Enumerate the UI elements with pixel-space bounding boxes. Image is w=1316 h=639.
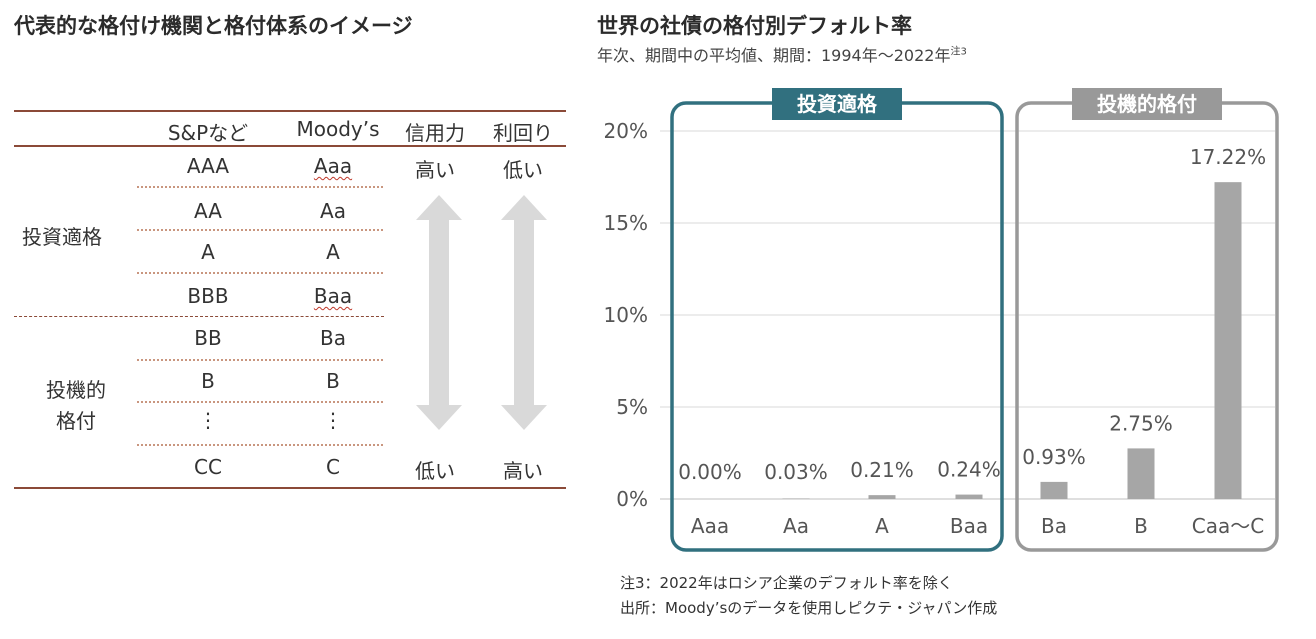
data-label: 17.22% [1190,145,1266,169]
moodys-rating: Baa [313,284,353,308]
double-arrows [416,195,547,430]
header-sp: S&Pなど [167,121,249,145]
group-speculative-label-2: 格付 [56,409,96,433]
header-yield: 利回り [493,121,553,145]
x-tick-label: Aa [783,514,809,538]
row-separator [137,444,383,446]
sp-rating: B [201,369,215,393]
bar [782,498,810,499]
bar [1040,481,1068,499]
row-separator [137,186,383,188]
header-moodys: Moody’s [296,117,380,141]
data-label: 2.75% [1109,411,1173,435]
sp-rating: A [201,240,215,264]
group-tag [772,88,902,120]
table-header-rule [14,145,566,147]
bar [955,494,983,499]
moodys-rating: C [326,455,340,479]
x-tick-label: Ba [1041,514,1067,538]
y-tick-label: 5% [616,395,648,419]
y-tick-label: 0% [616,487,648,511]
bar [1214,182,1242,499]
credit-double-arrow [416,195,462,430]
y-tick-label: 20% [604,119,648,143]
x-tick-label: Caa～C [1192,514,1264,538]
group-investment-label: 投資適格 [22,225,102,249]
row-separator [137,401,383,403]
sp-rating: AAA [186,154,230,178]
row-separator [137,272,383,274]
footnote-source: 出所：Moody’sのデータを使用しピクテ・ジャパン作成 [620,599,998,617]
moodys-rating-ellipsis: ⋮ [323,408,343,432]
moodys-rating: Aaa [313,154,353,178]
credit-low-label: 低い [415,459,455,483]
header-credit: 信用力 [405,121,465,145]
yield-high-label: 高い [503,459,543,483]
sp-rating: BBB [187,284,229,308]
moodys-rating: B [326,369,340,393]
row-separator [137,229,383,231]
yield-double-arrow [501,195,547,430]
group-separator [14,316,384,317]
bar [868,495,896,499]
credit-high-label: 高い [415,158,455,182]
table-top-rule [14,110,566,112]
data-label: 0.24% [937,458,1001,482]
row-separator [137,359,383,361]
group-tag [1072,88,1222,120]
chart-subtitle: 年次、期間中の平均値、期間：1994年～2022年注3 [597,46,967,65]
sp-rating-ellipsis: ⋮ [198,408,218,432]
sp-rating: BB [194,326,222,350]
bar [1127,448,1155,499]
table-bottom-rule [14,487,566,489]
left-title: 代表的な格付け機関と格付体系のイメージ [14,14,413,38]
group-label: 投資適格 [797,92,878,116]
data-label: 0.93% [1022,445,1086,469]
x-tick-label: Baa [950,514,988,538]
bar-chart: 0% 5% 10% 15% 20% 0.00% 0.03% 0.21% 0.24% 0.93% 2… [604,88,1279,552]
y-tick-label: 15% [604,211,648,235]
sp-rating: AA [194,199,222,223]
moodys-rating: Aa [320,199,346,223]
subtitle-note-ref: 注3 [950,46,967,58]
moodys-rating: Ba [320,326,346,350]
group-speculative-label-1: 投機的 [46,378,106,402]
chart-title: 世界の社債の格付別デフォルト率 [597,14,912,38]
x-tick-label: Aaa [691,514,729,538]
x-tick-label: A [875,514,889,538]
yield-low-label: 低い [503,158,543,182]
sp-rating: CC [194,455,222,479]
y-tick-label: 10% [604,303,648,327]
group-label: 投機的格付 [1097,92,1197,116]
x-tick-label: B [1134,514,1148,538]
footnote-1: 注3：2022年はロシア企業のデフォルト率を除く [620,574,953,592]
data-label: 0.03% [764,460,828,484]
data-label: 0.00% [678,460,742,484]
data-label: 0.21% [850,458,914,482]
moodys-rating: A [326,240,340,264]
